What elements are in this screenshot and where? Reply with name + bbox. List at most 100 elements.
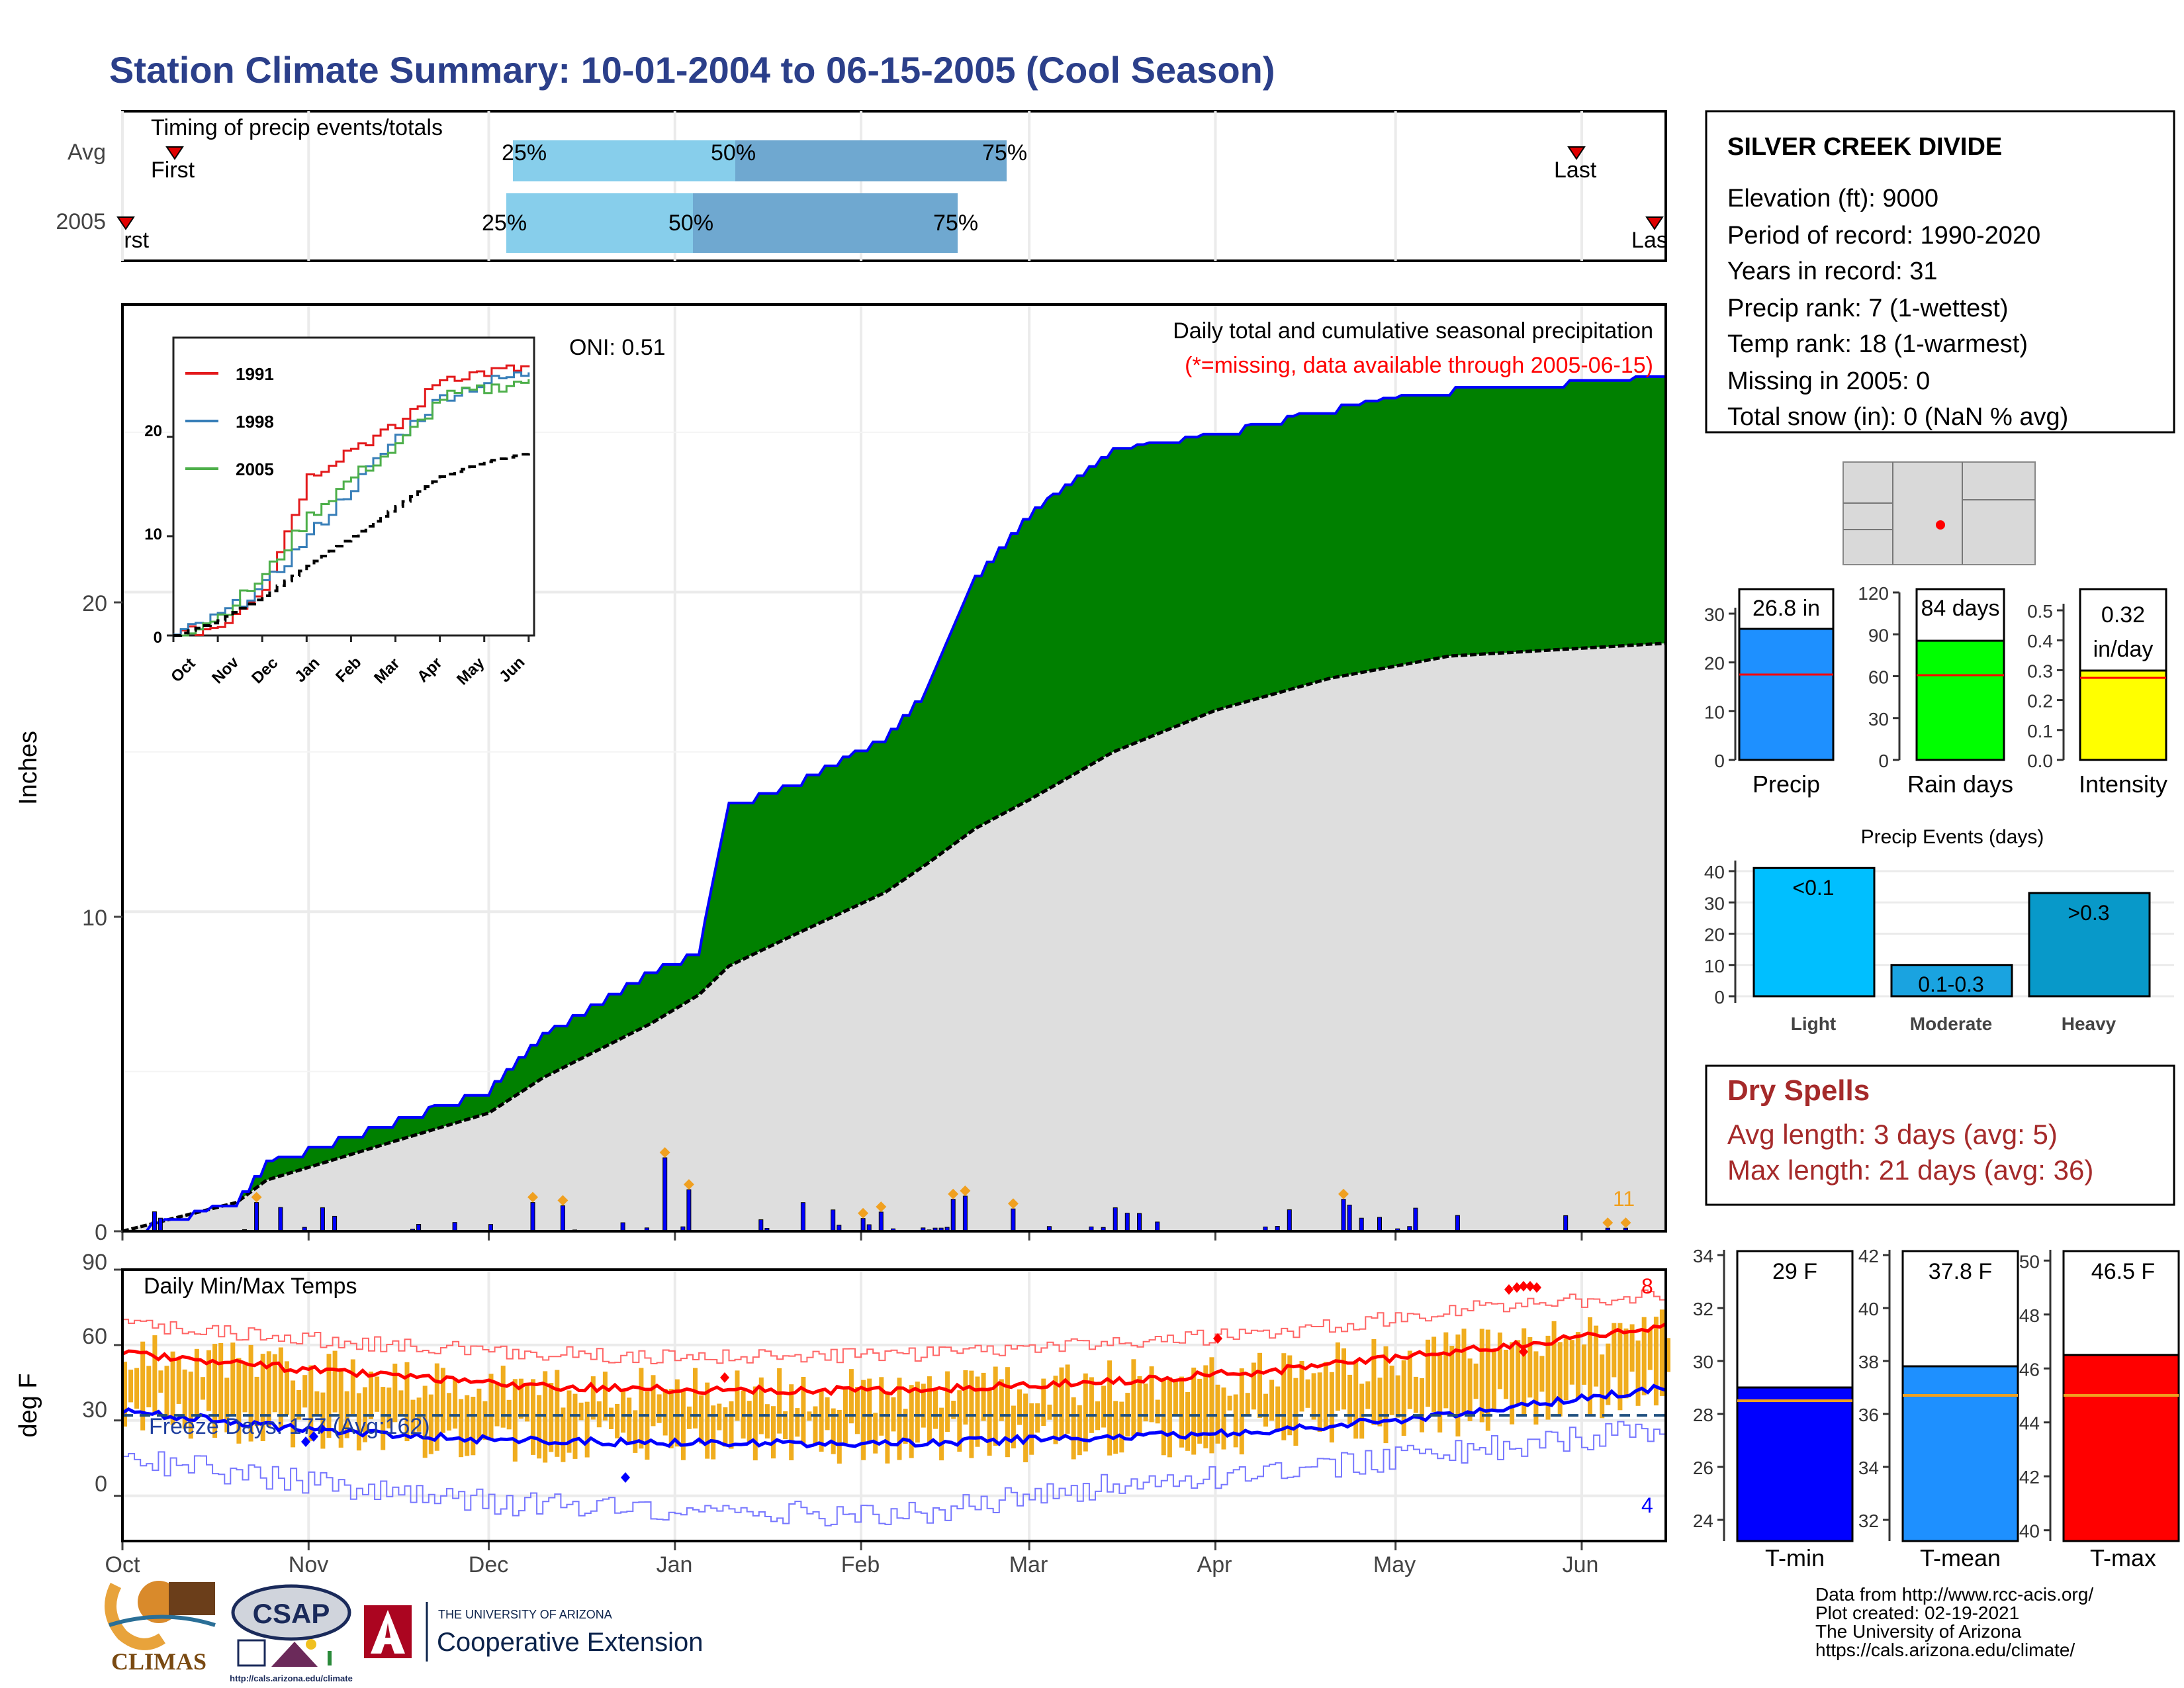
tbar-tick-label: 26 <box>1693 1458 1713 1478</box>
inset-series-1998 <box>173 371 530 636</box>
daily-precip-bar <box>1113 1207 1118 1232</box>
daily-temp-range-bar <box>369 1372 373 1419</box>
daily-temp-range-bar <box>537 1395 542 1459</box>
daily-temp-range-bar <box>1041 1378 1046 1427</box>
station-name: SILVER CREEK DIVIDE <box>1727 133 2002 161</box>
daily-temp-range-bar <box>1623 1328 1629 1399</box>
daily-temp-range-bar <box>1635 1340 1641 1406</box>
daily-temp-range-bar <box>260 1354 265 1441</box>
tbar-tick-label: 50 <box>2019 1251 2040 1272</box>
daily-precip-bar <box>254 1202 259 1232</box>
avg-25-50-bar <box>513 140 735 181</box>
daily-precip-bar <box>1124 1213 1130 1232</box>
tmax-value: 46.5 F <box>2091 1259 2155 1284</box>
daily-temp-range-bar <box>285 1361 289 1415</box>
daily-temp-range-bar <box>1437 1354 1443 1432</box>
daily-temp-range-bar <box>1215 1384 1220 1444</box>
record-high-marker <box>1519 1346 1528 1357</box>
daily-precip-bar <box>158 1217 163 1232</box>
daily-temp-range-bar <box>861 1380 866 1460</box>
heavy-precip-marker <box>1602 1217 1614 1229</box>
daily-temp-range-bar <box>428 1394 433 1454</box>
daily-temp-range-bar <box>1101 1385 1107 1428</box>
daily-temp-range-bar <box>639 1368 644 1449</box>
month-tick: Apr <box>1197 1552 1232 1577</box>
y2005-last-label: Last <box>1631 228 1674 253</box>
daily-temp-range-bar <box>939 1407 944 1461</box>
tbar-tick-label: 48 <box>2019 1305 2040 1326</box>
temp-ytick: 30 <box>82 1397 107 1423</box>
station-info-line: Years in record: 31 <box>1727 258 1938 285</box>
month-tick: Oct <box>105 1552 140 1577</box>
daily-temp-range-bar <box>729 1401 734 1449</box>
daily-temp-range-bar <box>590 1376 596 1420</box>
footer-line: Plot created: 02-19-2021 <box>1815 1603 2019 1623</box>
daily-temp-range-bar <box>1029 1403 1034 1455</box>
record-high-marker <box>1512 1282 1522 1293</box>
bar-tick-label: 0.0 <box>2027 751 2053 771</box>
daily-temp-range-bar <box>248 1344 253 1442</box>
daily-temp-range-bar <box>242 1364 248 1413</box>
tmean-label: T-mean <box>1920 1544 2001 1571</box>
rain-days-bar <box>1915 639 2005 761</box>
footer-line: Data from http://www.rcc-acis.org/ <box>1815 1584 2093 1605</box>
daily-temp-range-bar <box>764 1404 770 1439</box>
intensity-bar <box>2079 669 2167 761</box>
tbar-tick-label: 34 <box>1858 1458 1879 1478</box>
bar-tick-label: 120 <box>1858 583 1889 604</box>
daily-temp-range-bar <box>1131 1359 1136 1436</box>
bar-tick-label: 60 <box>1868 667 1889 688</box>
daily-temp-range-bar <box>1557 1342 1563 1417</box>
daily-precip-bar <box>1011 1208 1016 1232</box>
daily-temp-range-bar <box>1083 1373 1088 1452</box>
intensity-label: Intensity <box>2079 771 2167 798</box>
tbar-tick-label: 42 <box>1858 1246 1879 1266</box>
daily-temp-range-bar <box>1473 1363 1479 1399</box>
daily-temp-range-bar <box>1617 1323 1623 1411</box>
freeze-days-label: Freeze Days: 177 (Avg:162) <box>149 1414 430 1439</box>
heavy-precip-marker <box>557 1195 569 1206</box>
daily-temp-range-bar <box>885 1391 890 1464</box>
daily-temp-range-bar <box>699 1395 704 1444</box>
dry-spells-max: Max length: 21 days (avg: 36) <box>1727 1154 2093 1186</box>
legend-label-1991: 1991 <box>236 364 274 384</box>
daily-temp-range-bar <box>752 1386 758 1461</box>
csap-logo: CSAP http://cals.arizona.edu/climate <box>230 1584 353 1683</box>
daily-temp-range-bar <box>1365 1381 1371 1409</box>
daily-temp-range-bar <box>897 1378 902 1460</box>
daily-temp-range-bar <box>518 1378 523 1419</box>
month-tick: May <box>1373 1552 1416 1577</box>
precip-ytick: 10 <box>82 906 107 931</box>
csap-url: http://cals.arizona.edu/climate <box>230 1673 353 1683</box>
tmax-bar <box>2062 1354 2180 1542</box>
daily-temp-range-bar <box>1461 1329 1467 1414</box>
map-background <box>1843 461 2036 565</box>
daily-temp-range-bar <box>1239 1368 1244 1455</box>
footer-line: https://cals.arizona.edu/climate/ <box>1815 1640 2075 1660</box>
daily-temp-range-bar <box>1245 1393 1250 1417</box>
daily-precip-bar <box>662 1157 668 1232</box>
event-bar-moderate <box>1890 964 2013 998</box>
daily-temp-range-bar <box>1479 1329 1484 1423</box>
daily-temp-range-bar <box>1317 1372 1322 1432</box>
daily-temp-range-bar <box>693 1368 698 1429</box>
daily-temp-range-bar <box>1017 1389 1022 1425</box>
daily-temp-range-bar <box>453 1378 458 1429</box>
event-bar-light <box>1752 867 1876 998</box>
daily-precip-bar <box>530 1202 535 1232</box>
y2005-25-50-bar <box>506 193 693 253</box>
daily-temp-range-bar <box>512 1379 518 1462</box>
intensity-chart: 0.0 0.1 0.2 0.3 0.4 0.5 0.32 in/day Intensity <box>2027 588 2167 798</box>
daily-temp-range-bar <box>572 1393 578 1459</box>
legend-label-2005: 2005 <box>236 459 274 479</box>
daily-temp-range-bar <box>1455 1335 1461 1436</box>
heavy-day-count: 11 <box>1613 1187 1635 1211</box>
temp-panel: Daily Min/Max Temps Freeze Days: 177 (Av… <box>15 1250 1670 1577</box>
month-axis: Oct Nov Dec Jan Feb Mar Apr May Jun <box>105 1552 1599 1577</box>
avg-50-75-bar <box>735 140 1007 181</box>
daily-temp-range-bar <box>188 1372 193 1439</box>
daily-temp-range-bar <box>717 1403 722 1430</box>
tbar-tick-label: 32 <box>1858 1511 1879 1531</box>
tmin-label: T-min <box>1765 1544 1825 1571</box>
record-high-marker <box>1213 1333 1222 1344</box>
